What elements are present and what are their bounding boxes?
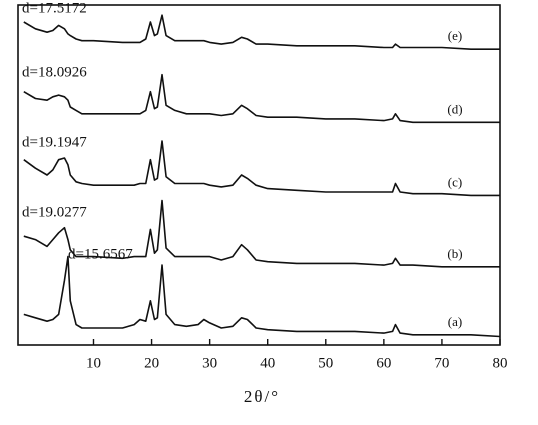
x-tick-label: 80 bbox=[493, 355, 508, 371]
series-label: (e) bbox=[448, 28, 462, 43]
d-spacing-annotation: d=19.0277 bbox=[22, 204, 87, 220]
xrd-line bbox=[23, 140, 500, 197]
x-tick-label: 70 bbox=[434, 355, 449, 371]
xrd-line bbox=[23, 255, 501, 338]
xrd-line bbox=[23, 73, 500, 124]
plot-frame bbox=[17, 4, 501, 346]
d-spacing-annotation: d=18.0926 bbox=[22, 64, 87, 80]
d-spacing-annotation: d=17.5172 bbox=[22, 0, 87, 16]
x-axis-label: 2θ/° bbox=[244, 387, 280, 406]
series-label: (d) bbox=[447, 101, 462, 116]
x-tick-label: 10 bbox=[86, 355, 101, 371]
x-tick-label: 50 bbox=[318, 355, 333, 371]
xrd-line bbox=[23, 14, 500, 50]
x-tick-label: 40 bbox=[260, 355, 275, 371]
x-tick-label: 20 bbox=[144, 355, 159, 371]
series-label: (b) bbox=[447, 246, 462, 261]
d-spacing-annotation: d=15.6567 bbox=[68, 246, 133, 262]
d-spacing-annotation: d=19.1947 bbox=[22, 134, 87, 150]
xrd-line bbox=[23, 199, 500, 268]
series-label: (a) bbox=[448, 314, 462, 329]
series-label: (c) bbox=[448, 174, 462, 189]
x-tick-label: 30 bbox=[202, 355, 217, 371]
x-tick-label: 60 bbox=[376, 355, 391, 371]
